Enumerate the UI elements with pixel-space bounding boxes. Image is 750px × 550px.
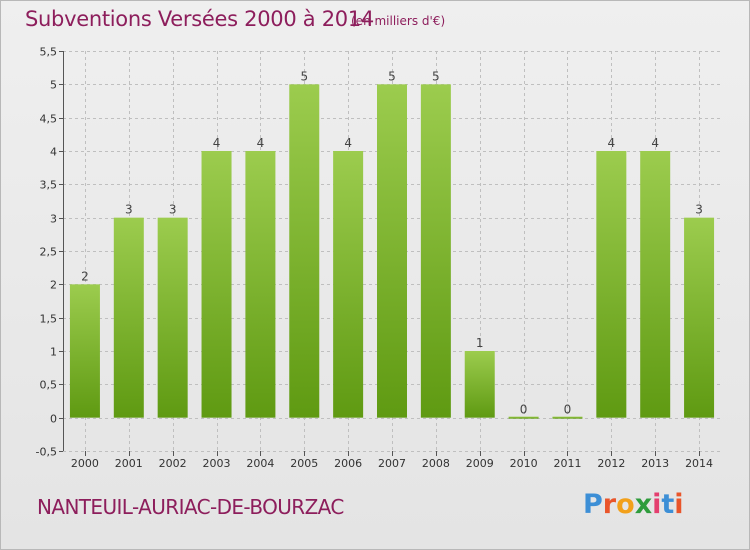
bar-2006: [333, 151, 364, 418]
x-tick-label-2008: 2008: [422, 457, 450, 470]
data-label-2002: 3: [169, 203, 177, 217]
x-tick-label-2004: 2004: [246, 457, 274, 470]
data-label-2000: 2: [81, 269, 89, 283]
y-tick-label: 1,5: [40, 313, 58, 326]
logo-letter: x: [634, 489, 653, 520]
bar-2003: [201, 151, 232, 418]
x-tick-label-2005: 2005: [290, 457, 318, 470]
data-label-2009: 1: [476, 336, 484, 350]
data-label-2001: 3: [125, 203, 133, 217]
data-label-2003: 4: [213, 136, 221, 150]
data-label-2014: 3: [695, 203, 703, 217]
y-tick-label: -0,5: [36, 446, 57, 459]
logo-letter: t: [661, 489, 675, 520]
y-tick-label: 0: [50, 413, 57, 426]
y-tick-label: 3: [50, 213, 57, 226]
y-tick-label: 0,5: [40, 379, 58, 392]
bar-2012: [596, 151, 627, 418]
x-tick-label-2002: 2002: [159, 457, 187, 470]
x-tick-label-2007: 2007: [378, 457, 406, 470]
y-tick-label: 2: [50, 279, 57, 292]
data-label-2005: 5: [300, 69, 308, 83]
bar-2004: [245, 151, 276, 418]
bar-2011: [552, 416, 583, 419]
y-tick-label: 2,5: [40, 246, 58, 259]
data-label-2008: 5: [432, 69, 440, 83]
data-label-2010: 0: [520, 403, 528, 417]
logo-letter: r: [602, 489, 617, 520]
data-labels: 2 3 3 4 4 5 4 5 5 1 0 0 4 4 3: [81, 69, 703, 416]
bar-2010: [508, 416, 539, 419]
x-tick-label-2012: 2012: [597, 457, 625, 470]
bar-2001: [113, 217, 144, 418]
x-tick-label-2000: 2000: [71, 457, 99, 470]
y-tick-label: 4,5: [40, 113, 58, 126]
x-tick-label-2013: 2013: [641, 457, 669, 470]
bar-2009: [464, 351, 495, 418]
x-tick-label-2014: 2014: [685, 457, 713, 470]
chart-title: Subventions Versées 2000 à 2014: [25, 7, 374, 31]
bar-2005: [289, 84, 320, 418]
data-label-2004: 4: [257, 136, 265, 150]
x-tick-label-2003: 2003: [203, 457, 231, 470]
data-label-2013: 4: [651, 136, 659, 150]
data-label-2006: 4: [344, 136, 352, 150]
chart-subtitle: (en milliers d'€): [351, 14, 446, 28]
logo-letter: i: [652, 489, 662, 520]
x-tick-label-2009: 2009: [466, 457, 494, 470]
logo-letter: o: [616, 489, 635, 520]
proxiti-logo: Proxiti: [583, 489, 684, 520]
data-label-2007: 5: [388, 69, 396, 83]
y-tick-label: 4: [50, 146, 57, 159]
data-label-2012: 4: [608, 136, 616, 150]
bar-2014: [684, 217, 715, 418]
x-tick-label-2010: 2010: [510, 457, 538, 470]
commune-name: NANTEUIL-AURIAC-DE-BOURZAC: [37, 495, 344, 519]
bars: [69, 84, 715, 419]
x-tick-label-2006: 2006: [334, 457, 362, 470]
bar-2008: [420, 84, 451, 418]
logo-letter: P: [583, 489, 603, 520]
bar-2013: [640, 151, 671, 418]
y-tick-label: 3,5: [40, 179, 58, 192]
y-tick-label: 1: [50, 346, 57, 359]
y-tick-label: 5: [50, 79, 57, 92]
x-tick-label-2001: 2001: [115, 457, 143, 470]
x-tick-label-2011: 2011: [553, 457, 581, 470]
bar-2007: [377, 84, 407, 418]
y-tick-label: 5,5: [40, 46, 58, 59]
data-label-2011: 0: [564, 403, 572, 417]
bar-2000: [69, 284, 100, 418]
bar-2002: [157, 217, 188, 418]
logo-letter: i: [674, 489, 684, 520]
